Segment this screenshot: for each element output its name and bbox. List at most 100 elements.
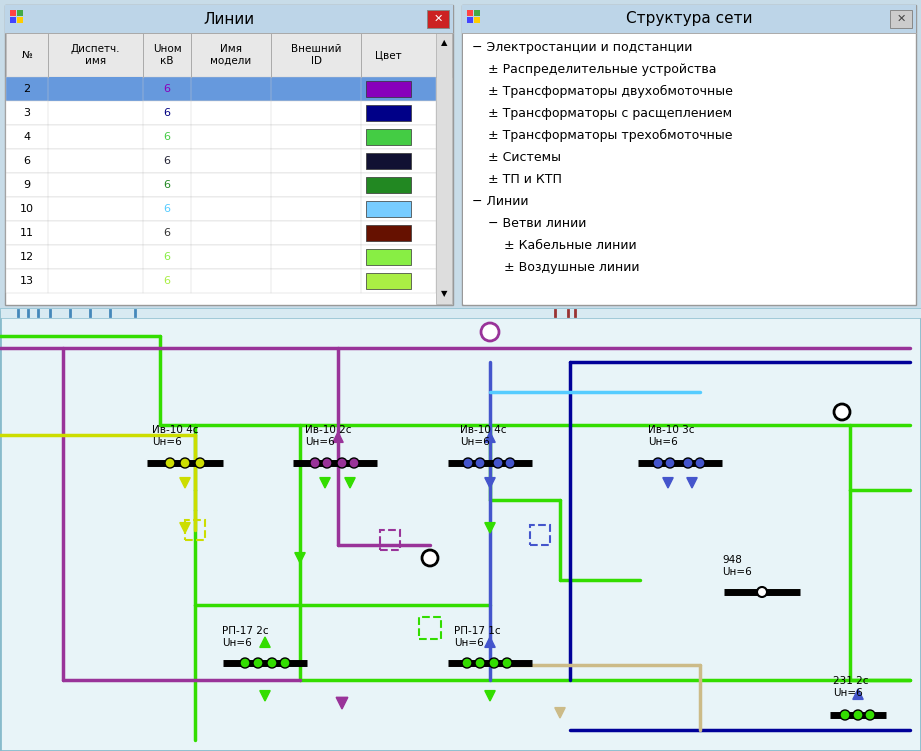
Polygon shape bbox=[484, 691, 495, 701]
Text: 6: 6 bbox=[164, 228, 170, 238]
Bar bbox=[185, 520, 205, 540]
Polygon shape bbox=[663, 478, 673, 488]
Bar bbox=[6, 125, 436, 149]
Text: Внешний
ID: Внешний ID bbox=[291, 44, 342, 66]
Bar bbox=[463, 33, 915, 304]
Circle shape bbox=[475, 658, 485, 668]
Text: Ив-10 3с
Uн=6: Ив-10 3с Uн=6 bbox=[648, 425, 694, 447]
Circle shape bbox=[653, 458, 663, 468]
Text: ± Трансформаторы с расщеплением: ± Трансформаторы с расщеплением bbox=[488, 107, 732, 120]
Circle shape bbox=[463, 458, 473, 468]
Text: ± ТП и КТП: ± ТП и КТП bbox=[488, 173, 562, 186]
Bar bbox=[366, 177, 411, 193]
Text: Линии: Линии bbox=[204, 11, 254, 26]
Bar bbox=[474, 17, 480, 23]
Polygon shape bbox=[320, 478, 331, 488]
Text: №: № bbox=[21, 50, 32, 60]
Circle shape bbox=[834, 404, 850, 420]
Circle shape bbox=[349, 458, 359, 468]
Circle shape bbox=[267, 658, 277, 668]
Text: ± Трансформаторы трехобмоточные: ± Трансформаторы трехобмоточные bbox=[488, 129, 732, 142]
Text: − Линии: − Линии bbox=[472, 195, 529, 208]
Polygon shape bbox=[484, 637, 495, 647]
Circle shape bbox=[253, 658, 263, 668]
Circle shape bbox=[757, 587, 767, 597]
Circle shape bbox=[180, 458, 190, 468]
Text: 6: 6 bbox=[164, 108, 170, 118]
Text: Цвет: Цвет bbox=[375, 50, 402, 60]
Circle shape bbox=[310, 458, 320, 468]
Bar bbox=[530, 525, 550, 545]
Polygon shape bbox=[554, 707, 565, 718]
Text: 11: 11 bbox=[20, 228, 34, 238]
Text: РП-17 2с
Uн=6: РП-17 2с Uн=6 bbox=[222, 626, 269, 648]
Bar bbox=[6, 101, 436, 125]
Bar bbox=[17, 17, 23, 23]
Circle shape bbox=[322, 458, 332, 468]
Bar bbox=[462, 5, 916, 33]
Text: ± Воздушные линии: ± Воздушные линии bbox=[504, 261, 639, 274]
Circle shape bbox=[665, 458, 675, 468]
Bar bbox=[380, 530, 400, 550]
Polygon shape bbox=[853, 689, 863, 699]
Text: Ив-10 2с
Uн=6: Ив-10 2с Uн=6 bbox=[305, 425, 352, 447]
Bar bbox=[366, 201, 411, 217]
Bar bbox=[427, 10, 449, 28]
Bar bbox=[366, 153, 411, 169]
Bar bbox=[419, 617, 441, 639]
Circle shape bbox=[840, 710, 850, 720]
Text: Uном
кВ: Uном кВ bbox=[153, 44, 181, 66]
Bar bbox=[5, 5, 453, 33]
Circle shape bbox=[481, 323, 499, 341]
Circle shape bbox=[505, 458, 515, 468]
Text: ✕: ✕ bbox=[896, 14, 905, 24]
Text: Диспетч.
имя: Диспетч. имя bbox=[71, 44, 121, 66]
Circle shape bbox=[280, 658, 290, 668]
Text: 948
Uн=6: 948 Uн=6 bbox=[722, 556, 752, 577]
Text: 6: 6 bbox=[164, 156, 170, 166]
Text: 6: 6 bbox=[164, 132, 170, 142]
Text: ± Кабельные линии: ± Кабельные линии bbox=[504, 239, 636, 252]
Circle shape bbox=[462, 658, 472, 668]
Circle shape bbox=[195, 458, 205, 468]
Bar bbox=[10, 17, 16, 23]
Bar bbox=[467, 10, 473, 16]
Bar bbox=[6, 269, 436, 293]
Polygon shape bbox=[687, 478, 697, 488]
Polygon shape bbox=[484, 523, 495, 533]
Text: 13: 13 bbox=[20, 276, 34, 286]
Polygon shape bbox=[484, 432, 495, 442]
Circle shape bbox=[695, 458, 705, 468]
Circle shape bbox=[493, 458, 503, 468]
Bar bbox=[366, 81, 411, 97]
Bar bbox=[6, 221, 436, 245]
Text: 6: 6 bbox=[164, 276, 170, 286]
Bar bbox=[10, 10, 16, 16]
Polygon shape bbox=[344, 478, 356, 488]
Text: 231 2с
Uн=6: 231 2с Uн=6 bbox=[833, 677, 869, 698]
Circle shape bbox=[502, 658, 512, 668]
Text: ± Трансформаторы двухобмоточные: ± Трансформаторы двухобмоточные bbox=[488, 85, 733, 98]
Text: 12: 12 bbox=[20, 252, 34, 262]
Text: Имя
модели: Имя модели bbox=[210, 44, 251, 66]
Bar bbox=[48, 77, 143, 101]
Circle shape bbox=[489, 658, 499, 668]
Circle shape bbox=[337, 458, 347, 468]
Bar bbox=[467, 17, 473, 23]
Text: 6: 6 bbox=[164, 252, 170, 262]
Text: 9: 9 bbox=[23, 180, 30, 190]
Text: − Электростанции и подстанции: − Электростанции и подстанции bbox=[472, 41, 693, 54]
Text: 3: 3 bbox=[24, 108, 30, 118]
Text: Ив-10 4с
Uн=6: Ив-10 4с Uн=6 bbox=[152, 425, 199, 447]
Text: ± Распределительные устройства: ± Распределительные устройства bbox=[488, 63, 717, 76]
Text: 6: 6 bbox=[24, 156, 30, 166]
Circle shape bbox=[422, 550, 438, 566]
Bar bbox=[366, 105, 411, 121]
Text: Ив-10 4с
Uн=6: Ив-10 4с Uн=6 bbox=[460, 425, 507, 447]
Polygon shape bbox=[180, 523, 191, 533]
Circle shape bbox=[683, 458, 693, 468]
Bar bbox=[890, 10, 912, 28]
Text: ▼: ▼ bbox=[441, 289, 448, 298]
Circle shape bbox=[165, 458, 175, 468]
Polygon shape bbox=[295, 553, 305, 563]
